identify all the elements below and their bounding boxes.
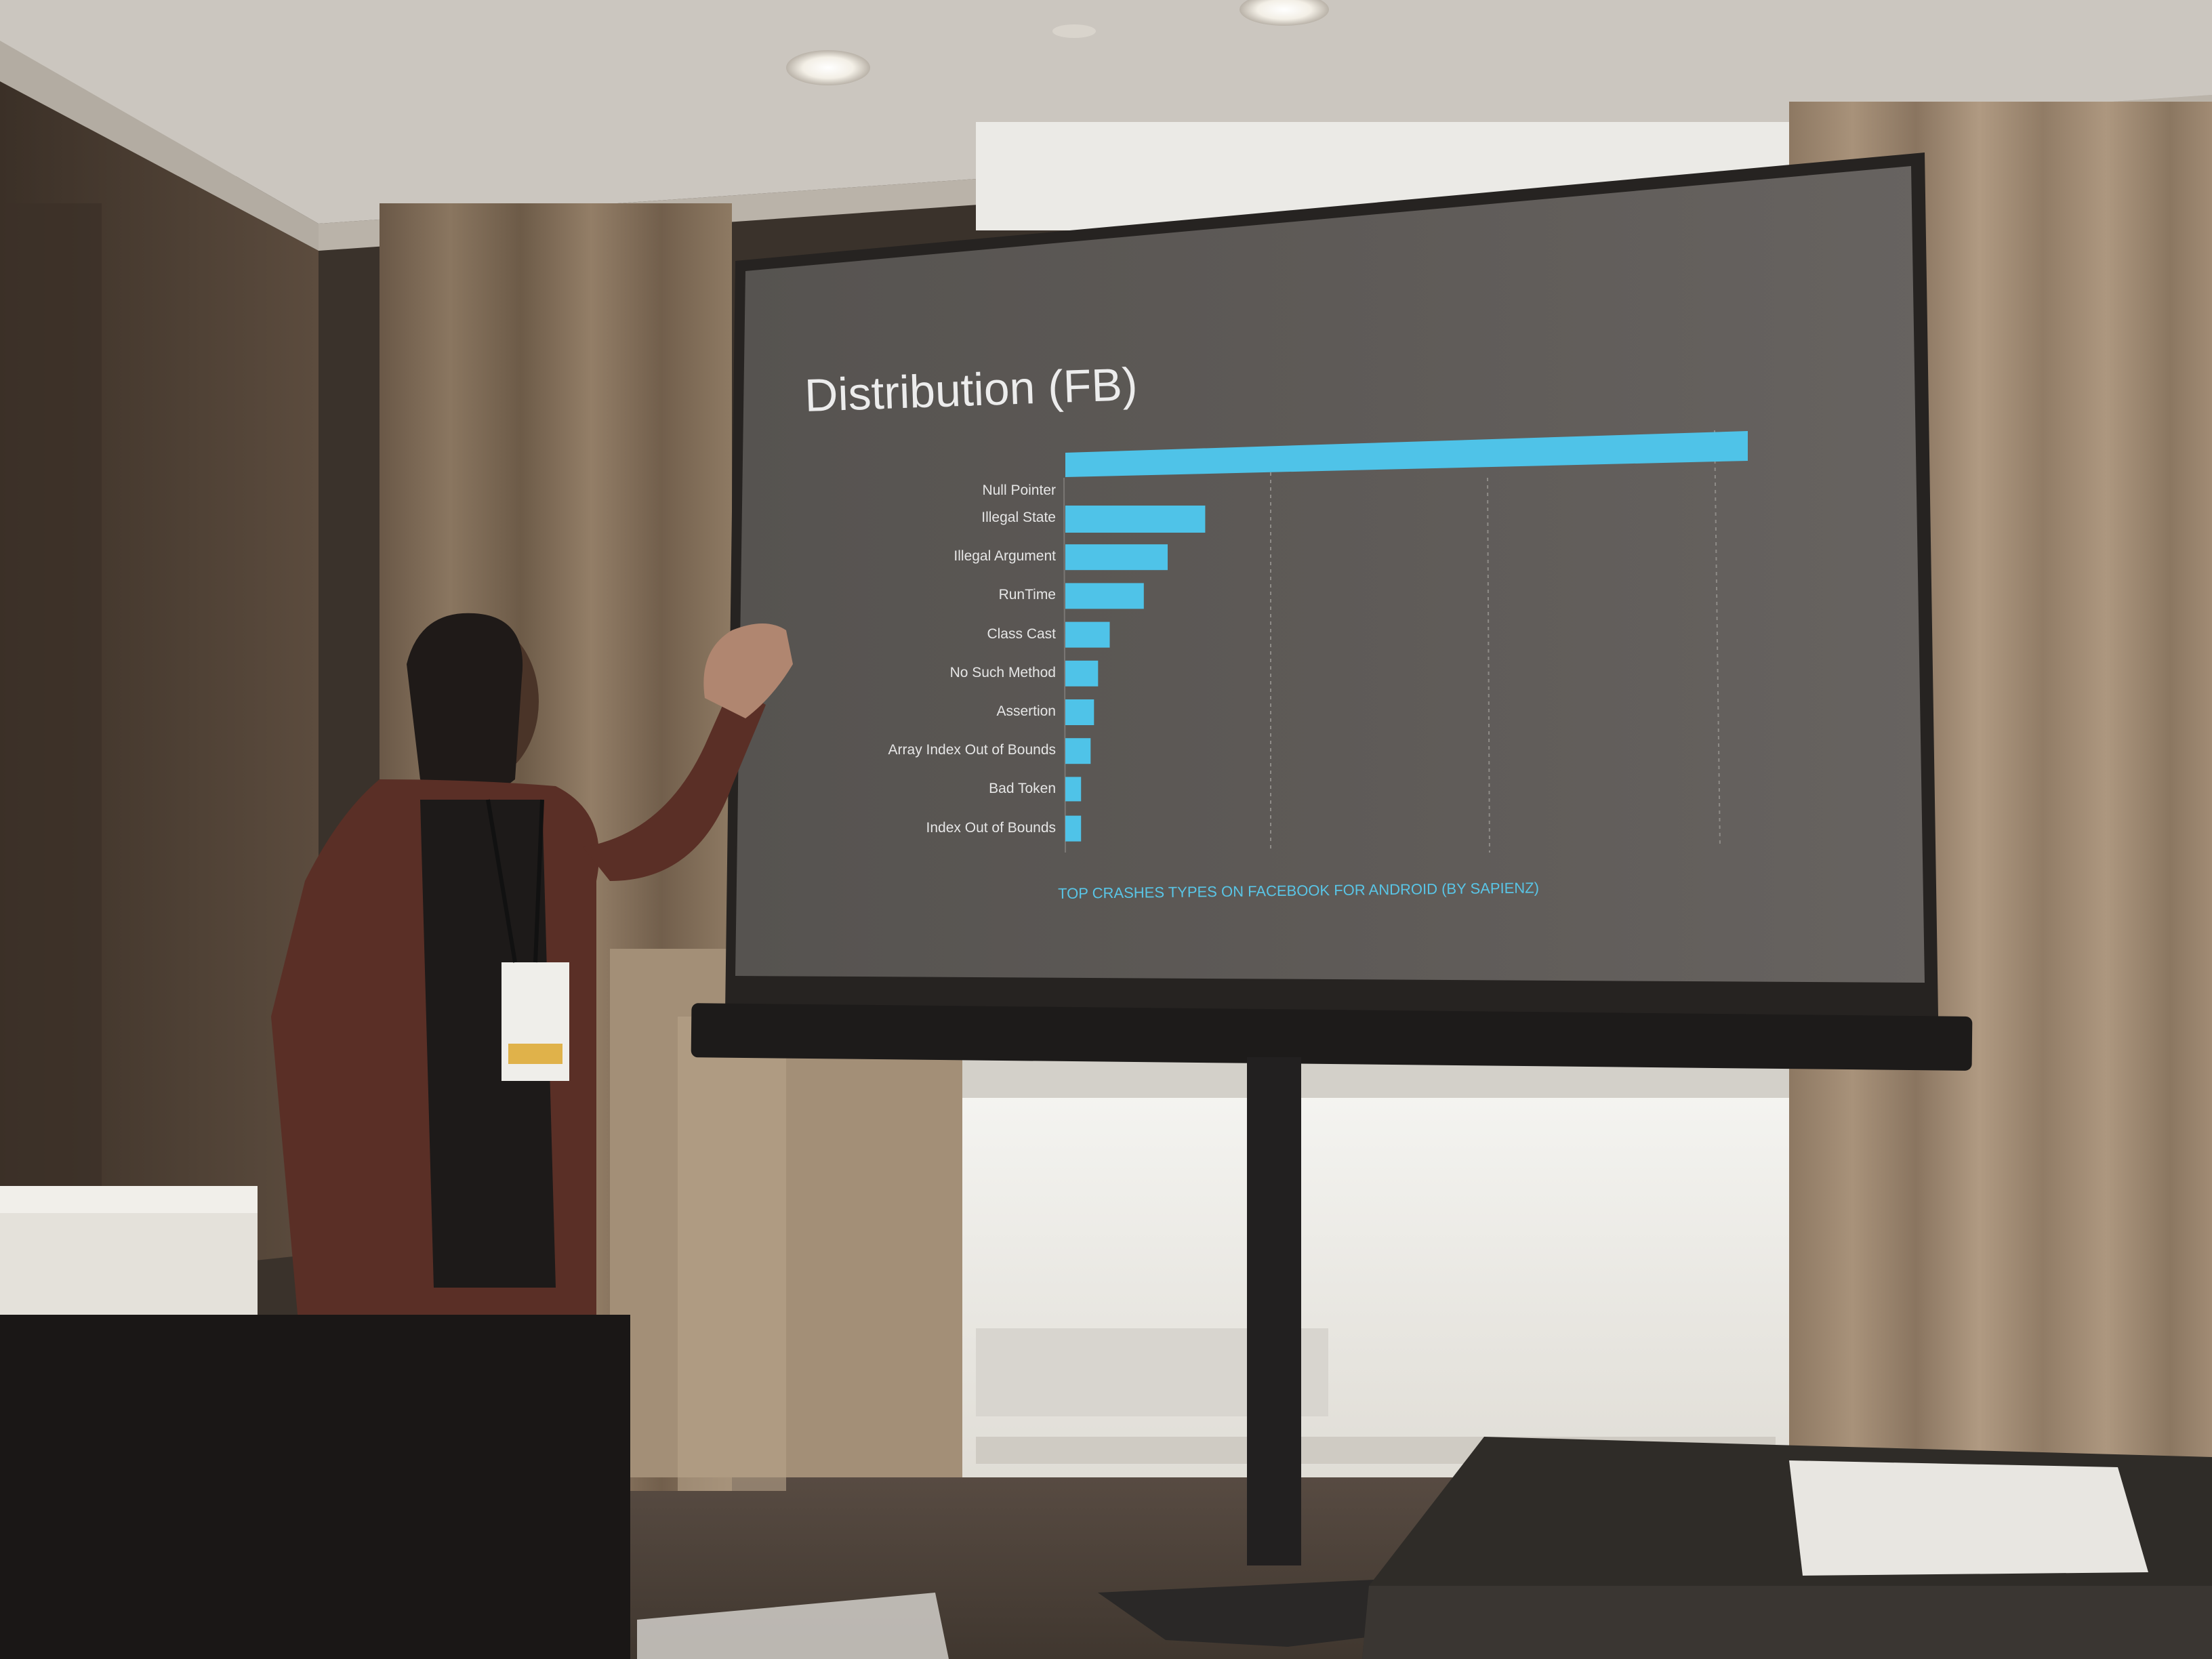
category-label: Class Cast [987, 626, 1056, 642]
paper-sheet [1789, 1460, 2148, 1576]
bar-illegal-argument [1065, 544, 1168, 571]
category-label: RunTime [998, 587, 1056, 603]
bar-runtime [1065, 583, 1144, 609]
category-label: Array Index Out of Bounds [888, 742, 1056, 758]
bar-illegal-state [1065, 506, 1206, 533]
bar-bad-token [1065, 777, 1082, 802]
presenter [271, 613, 793, 1322]
chart-axis [1063, 477, 1066, 853]
screen-stand [1247, 1057, 1301, 1565]
category-label: Assertion [996, 703, 1056, 719]
bar-no-such-method [1065, 660, 1099, 687]
category-label: Illegal State [981, 510, 1056, 525]
ceiling-light [786, 50, 870, 85]
category-label: No Such Method [949, 664, 1056, 680]
category-label: Illegal Argument [954, 548, 1056, 565]
bar-array-index-out-of-bounds [1065, 738, 1091, 764]
bar-index-out-of-bounds [1065, 815, 1082, 842]
bar-assertion [1065, 699, 1094, 725]
ceiling-light [1240, 0, 1329, 26]
category-label: Bad Token [989, 781, 1056, 797]
podium [0, 1315, 630, 1659]
bar-null-pointer [1065, 431, 1748, 477]
slide-surface [735, 166, 1925, 983]
chart-grid [1270, 430, 1721, 853]
bar-class-cast [1065, 621, 1110, 648]
category-label: Index Out of Bounds [926, 819, 1056, 836]
chart-bars [1065, 431, 1748, 842]
screen-bar [691, 1003, 1973, 1071]
category-label: Null Pointer [982, 483, 1056, 498]
